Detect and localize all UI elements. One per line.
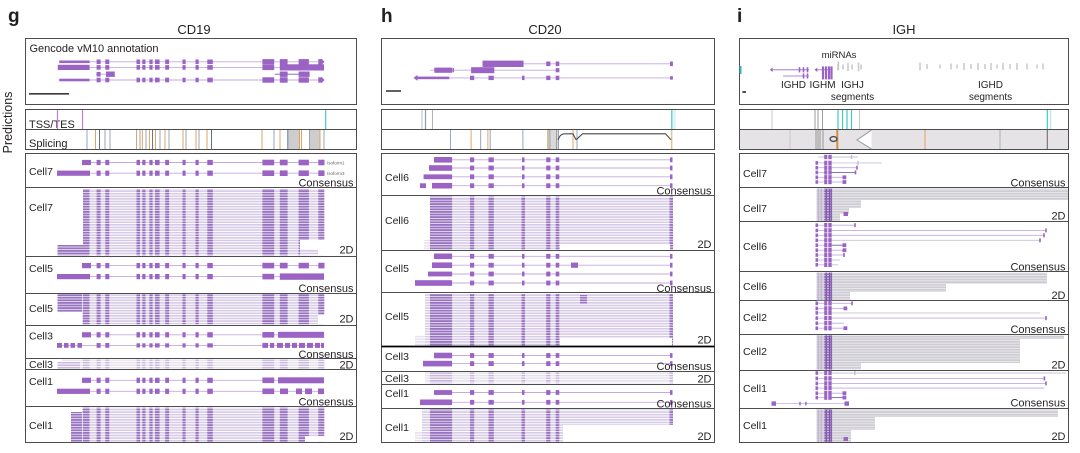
svg-text:Cell1: Cell1	[385, 422, 409, 434]
svg-text:i: i	[737, 6, 742, 27]
svg-text:2D: 2D	[697, 239, 711, 251]
svg-text:Cell1: Cell1	[743, 383, 767, 395]
svg-text:Consensus: Consensus	[1010, 324, 1066, 336]
svg-text:Consensus: Consensus	[656, 185, 712, 197]
svg-text:Gencode vM10 annotation: Gencode vM10 annotation	[30, 43, 159, 55]
svg-text:2D: 2D	[1051, 210, 1065, 222]
svg-text:Cell6: Cell6	[385, 215, 409, 227]
svg-text:Consensus: Consensus	[298, 396, 354, 408]
svg-text:Cell1: Cell1	[29, 420, 53, 432]
svg-text:Cell3: Cell3	[29, 359, 53, 371]
svg-text:Cell6: Cell6	[743, 281, 767, 293]
svg-text:IGH: IGH	[892, 22, 915, 37]
svg-text:2D: 2D	[697, 373, 711, 385]
svg-text:TSS/TES: TSS/TES	[29, 119, 75, 131]
svg-text:Cell3: Cell3	[385, 351, 409, 363]
svg-text:Cell5: Cell5	[385, 263, 409, 275]
svg-text:segments: segments	[831, 92, 874, 103]
svg-text:Cell6: Cell6	[743, 241, 767, 253]
svg-text:2D: 2D	[697, 431, 711, 443]
svg-text:Cell3: Cell3	[29, 331, 53, 343]
svg-text:Cell5: Cell5	[29, 303, 53, 315]
svg-text:Consensus: Consensus	[298, 349, 354, 361]
svg-text:2D: 2D	[339, 359, 353, 371]
svg-text:segments: segments	[969, 92, 1012, 103]
svg-text:2D: 2D	[339, 314, 353, 326]
svg-text:IGHJ: IGHJ	[841, 80, 864, 91]
svg-text:Cell1: Cell1	[29, 376, 53, 388]
svg-text:g: g	[8, 6, 20, 27]
svg-text:Cell7: Cell7	[743, 168, 767, 180]
svg-text:Cell1: Cell1	[385, 388, 409, 400]
svg-text:Cell7: Cell7	[29, 202, 53, 214]
svg-text:Consensus: Consensus	[298, 178, 354, 190]
svg-text:2D: 2D	[339, 245, 353, 257]
svg-text:Isoform1: Isoform1	[327, 161, 345, 166]
svg-text:Cell7: Cell7	[29, 166, 53, 178]
svg-text:Consensus: Consensus	[1010, 177, 1066, 189]
svg-text:2D: 2D	[1051, 359, 1065, 371]
svg-text:miRNAs: miRNAs	[822, 50, 857, 61]
svg-text:Consensus: Consensus	[1010, 397, 1066, 409]
svg-text:Consensus: Consensus	[656, 398, 712, 410]
svg-text:Predictions: Predictions	[1, 92, 15, 154]
svg-text:Cell3: Cell3	[385, 373, 409, 385]
svg-text:h: h	[381, 6, 393, 27]
svg-text:Consensus: Consensus	[1010, 261, 1066, 273]
svg-text:CD19: CD19	[177, 22, 210, 37]
svg-text:2D: 2D	[339, 431, 353, 443]
svg-text:Consensus: Consensus	[298, 283, 354, 295]
svg-text:Splicing: Splicing	[29, 138, 68, 150]
svg-text:Cell1: Cell1	[743, 420, 767, 432]
svg-text:Cell7: Cell7	[743, 203, 767, 215]
svg-text:Cell6: Cell6	[385, 172, 409, 184]
svg-text:Cell5: Cell5	[29, 263, 53, 275]
svg-text:IGHD: IGHD	[978, 80, 1003, 91]
svg-text:IGHM: IGHM	[809, 80, 835, 91]
svg-text:IGHD: IGHD	[781, 80, 806, 91]
svg-text:2D: 2D	[1051, 290, 1065, 302]
svg-text:CD20: CD20	[528, 22, 561, 37]
svg-text:Cell2: Cell2	[743, 312, 767, 324]
svg-text:Consensus: Consensus	[656, 283, 712, 295]
svg-text:2D: 2D	[1051, 431, 1065, 443]
svg-text:Cell5: Cell5	[385, 311, 409, 323]
svg-text:Consensus: Consensus	[656, 361, 712, 373]
svg-text:Cell2: Cell2	[743, 346, 767, 358]
svg-text:2D: 2D	[697, 335, 711, 347]
svg-text:Isoform3: Isoform3	[327, 171, 345, 176]
